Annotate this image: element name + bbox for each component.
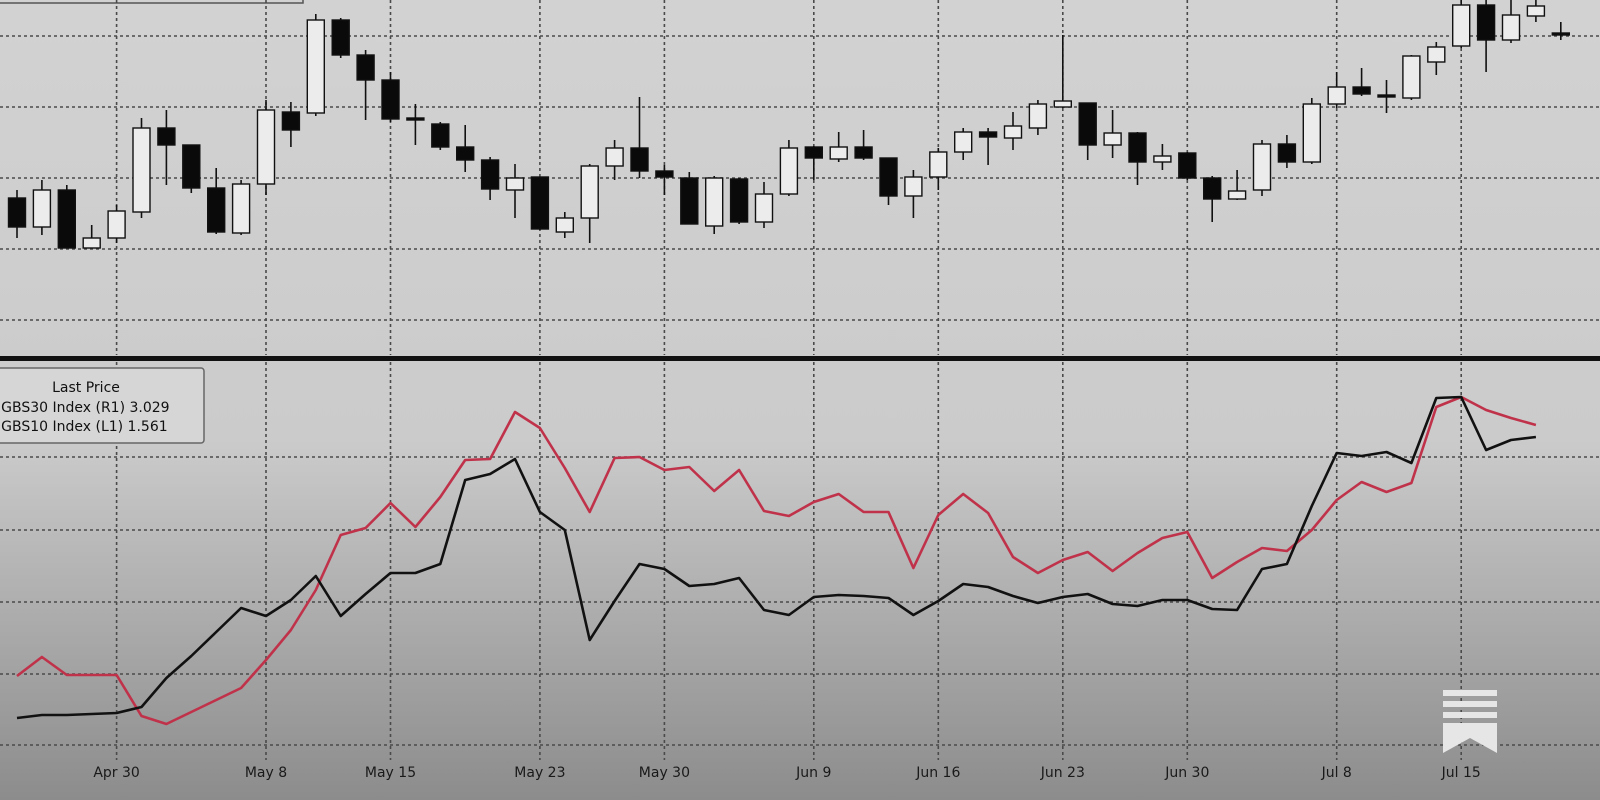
candle-body — [381, 79, 400, 120]
x-tick-label: Jun 23 — [1040, 765, 1085, 781]
candle-body — [157, 127, 176, 146]
x-tick-label: Apr 30 — [93, 765, 139, 781]
candle-body — [1526, 5, 1546, 17]
candle-body — [530, 176, 550, 230]
candle-body — [929, 151, 948, 178]
legend-box — [0, 367, 205, 444]
candle-body — [605, 147, 624, 167]
candle-body — [1103, 132, 1122, 146]
candle-body — [1277, 143, 1297, 163]
x-tick-label: Jun 30 — [1164, 765, 1209, 781]
candle-body — [182, 144, 201, 189]
candle-body — [954, 131, 973, 153]
candle-body — [1327, 86, 1346, 105]
logo — [1443, 690, 1497, 753]
cut-box — [0, 0, 304, 4]
x-tick-label: Jun 16 — [915, 765, 960, 781]
candle-body — [356, 54, 375, 81]
candle-body — [256, 109, 276, 185]
candle-body — [1227, 190, 1247, 200]
candle-body — [779, 147, 799, 195]
candle-body — [1053, 100, 1073, 108]
candle-body — [1551, 32, 1571, 36]
candle-body — [1501, 14, 1521, 41]
candle-body — [1128, 132, 1147, 163]
candle-body — [480, 159, 500, 190]
candle-body — [431, 123, 450, 148]
grid — [0, 0, 1600, 760]
candle-body — [978, 131, 998, 138]
candle-body — [1427, 46, 1446, 63]
candle-body — [107, 210, 126, 239]
candle-body — [1078, 102, 1097, 146]
candle-body — [655, 170, 674, 178]
panel-separator — [0, 356, 1600, 361]
candle-body — [456, 146, 475, 161]
logo-bar — [1443, 701, 1497, 707]
candle-body — [306, 19, 325, 114]
candle-body — [754, 193, 774, 223]
candle-body — [1302, 103, 1322, 163]
candle-body — [1003, 125, 1023, 139]
candle-body — [1451, 4, 1471, 47]
candle-body — [1352, 86, 1371, 95]
candle-body — [854, 146, 873, 159]
candle-body — [630, 147, 649, 172]
legend-entry: JGBS10 Index (L1) 1.561 — [0, 419, 168, 435]
x-tick-label: May 30 — [639, 765, 690, 781]
x-tick-label: Jun 9 — [795, 765, 831, 781]
candle-body — [1476, 4, 1496, 41]
legend-title: Last Price — [52, 380, 120, 396]
x-tick-label: Jul 15 — [1441, 765, 1481, 781]
candle-body — [32, 189, 52, 228]
candle-body — [705, 177, 724, 227]
candle-body — [57, 189, 76, 249]
candle-body — [281, 111, 301, 131]
candle-body — [7, 197, 27, 228]
candle-body — [331, 19, 350, 56]
candle-body — [1377, 94, 1396, 98]
x-tick-label: May 15 — [365, 765, 416, 781]
candle-body — [231, 183, 251, 234]
candle-body — [406, 117, 425, 121]
legend: Last Price JGBS30 Index (R1) 3.029 JGBS10 … — [0, 380, 170, 435]
candle-body — [1252, 143, 1272, 191]
candle-body — [555, 217, 574, 233]
candle-body — [505, 177, 525, 191]
logo-bar — [1443, 712, 1497, 718]
legend-entry: JGBS30 Index (R1) 3.029 — [0, 400, 170, 416]
candle-body — [1178, 152, 1197, 179]
candle-body — [206, 187, 226, 233]
x-tick-label: May 23 — [514, 765, 565, 781]
candle-body — [580, 165, 599, 219]
candle-body — [1402, 55, 1421, 99]
marks — [7, 0, 1571, 726]
x-tick-label: May 8 — [245, 765, 287, 781]
candle-body — [132, 127, 151, 213]
candle-body — [1202, 177, 1222, 200]
price-line — [16, 395, 1537, 726]
candle-body — [829, 146, 848, 160]
price-line — [16, 395, 1537, 720]
candle-body — [804, 146, 823, 159]
candle-body — [729, 178, 749, 223]
x-tick-label: Jul 8 — [1321, 765, 1352, 781]
candle-body — [1153, 155, 1172, 163]
logo-bar — [1443, 690, 1497, 696]
candle-body — [680, 177, 699, 225]
candle-body — [904, 176, 923, 197]
logo-bookmark — [1443, 723, 1497, 753]
candle-body — [1028, 103, 1048, 129]
candle-body — [82, 237, 101, 249]
candle-body — [879, 157, 898, 197]
